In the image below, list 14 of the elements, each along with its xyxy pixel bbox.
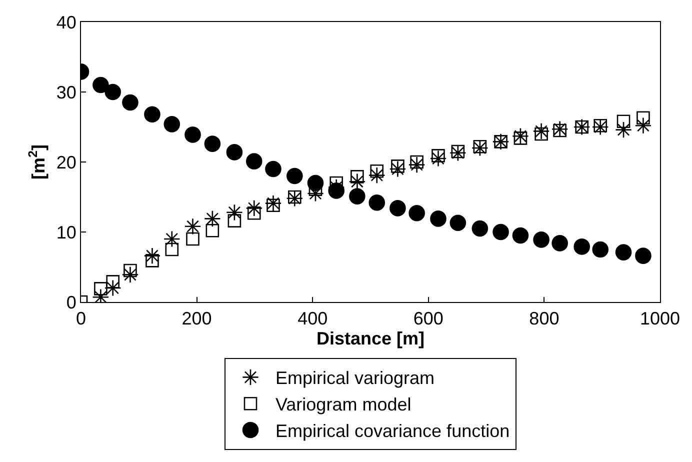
- legend-label: Variogram model: [276, 394, 412, 415]
- y-tick-label: 30: [56, 82, 76, 102]
- y-tick-label: 40: [56, 12, 76, 32]
- x-tick-label: 1000: [640, 308, 680, 329]
- x-tick-label: 200: [182, 308, 212, 329]
- y-tick-label: 20: [56, 152, 76, 172]
- y-tick-label: 10: [56, 222, 76, 242]
- x-tick-label: 800: [529, 308, 560, 329]
- y-tick-label: 0: [66, 292, 76, 312]
- x-tick-label: 600: [413, 308, 444, 329]
- x-tick-label: 400: [298, 308, 328, 329]
- legend-label: Empirical variogram: [276, 368, 435, 388]
- legend-label: Empirical covariance function: [276, 421, 510, 442]
- x-axis-title: Distance [m]: [316, 328, 425, 349]
